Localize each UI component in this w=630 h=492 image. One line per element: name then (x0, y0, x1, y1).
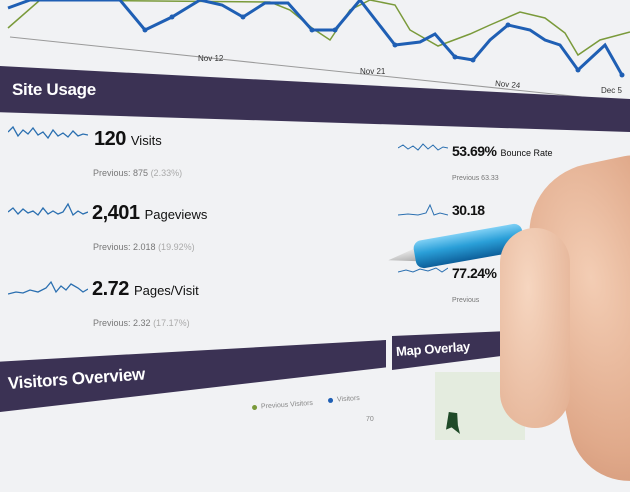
x-axis-line (9, 36, 630, 103)
metric-new-visits: 77.24% (452, 265, 497, 281)
avg-time-sparkline (398, 203, 448, 216)
metric-visits: 120 Visits (94, 128, 162, 150)
x-tick: Nov 21 (360, 67, 386, 76)
pages-per-visit-sparkline (8, 280, 88, 295)
visitor-markers (142, 14, 625, 78)
x-tick: Nov 12 (198, 54, 224, 63)
metric-pageviews: 2,401 Pageviews (92, 202, 208, 224)
pages-per-visit-previous: Previous: 2.32 (17.17%) (93, 318, 190, 328)
bounce-rate-sparkline (398, 143, 448, 151)
pageviews-previous: Previous: 2.018 (19.92%) (93, 242, 195, 252)
legend-previous-visitors[interactable]: Previous Visitors (251, 400, 313, 411)
visits-previous: Previous: 875 (2.33%) (93, 168, 183, 178)
legend-dot-icon (327, 397, 334, 403)
pageviews-sparkline (8, 202, 88, 217)
site-usage-title: Site Usage (12, 80, 96, 99)
visits-sparkline (8, 125, 88, 140)
new-visits-previous: Previous (452, 297, 480, 304)
metric-avg-time: 30.18 (452, 202, 485, 218)
metric-pages-per-visit: 2.72 Pages/Visit (92, 278, 199, 300)
legend-dot-icon (251, 404, 258, 410)
y-tick: 70 (366, 416, 374, 423)
series-visitors (7, 0, 624, 76)
thumb-icon (500, 228, 570, 428)
x-tick: Dec 5 (600, 86, 623, 95)
bounce-rate-previous: Previous 63.33 (452, 175, 499, 182)
top-line-chart (7, 0, 630, 103)
legend-visitors[interactable]: Visitors (327, 395, 360, 404)
series-previous-visitors (7, 0, 630, 57)
new-visits-sparkline (398, 267, 448, 273)
metric-bounce-rate: 53.69% Bounce Rate (452, 143, 553, 159)
